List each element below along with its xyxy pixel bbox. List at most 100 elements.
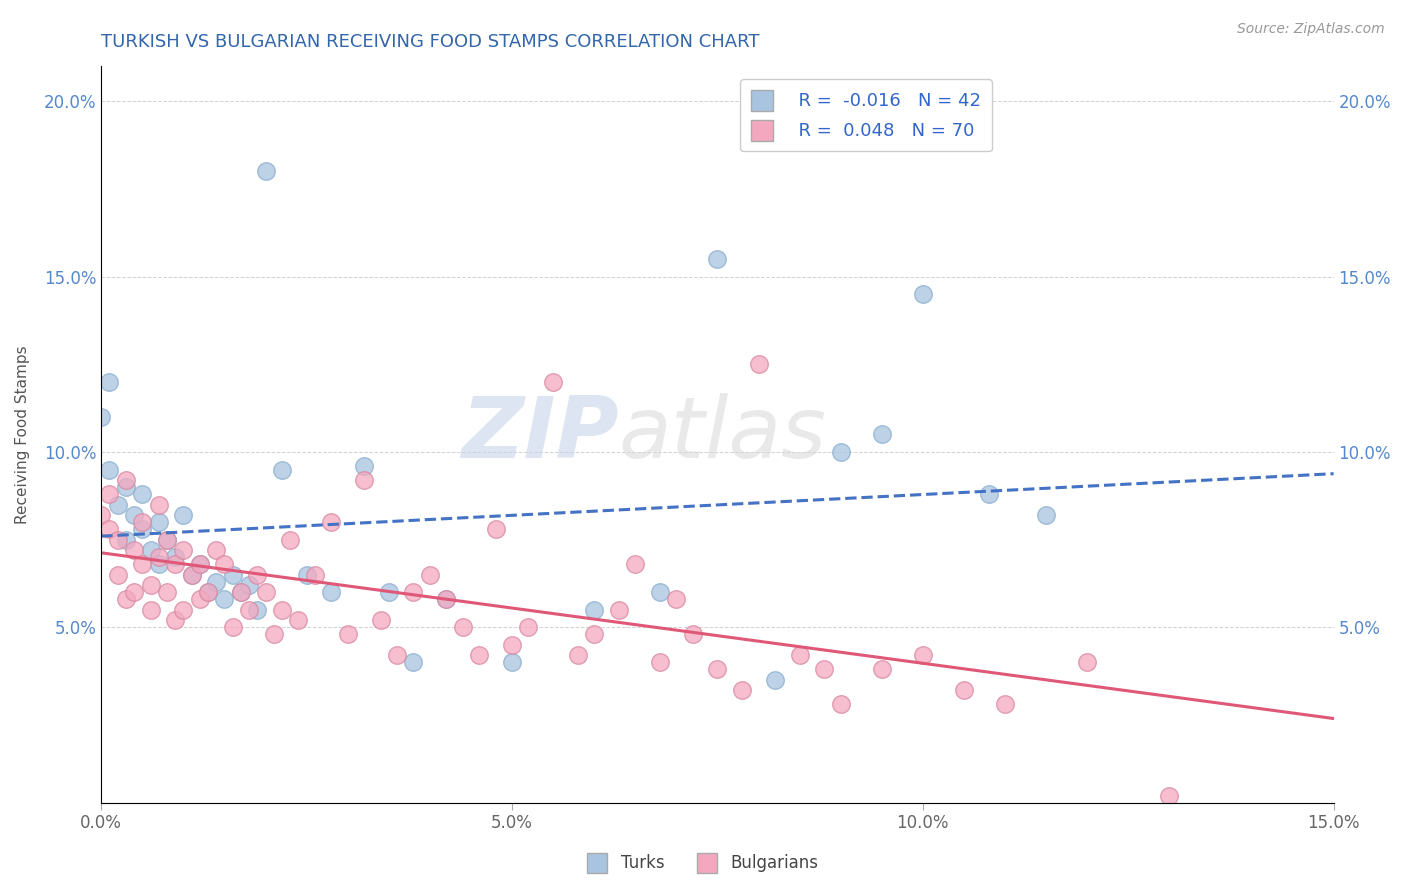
Point [188,592,211,607]
Point [977,487,1000,501]
Point [385,648,408,663]
Point [107,498,129,512]
Point [229,585,252,599]
Point [131,487,153,501]
Point [624,557,647,571]
Point [271,603,294,617]
Point [271,462,294,476]
Point [870,662,893,676]
Point [205,543,228,558]
Text: TURKISH VS BULGARIAN RECEIVING FOOD STAMPS CORRELATION CHART: TURKISH VS BULGARIAN RECEIVING FOOD STAM… [101,33,759,51]
Text: ZIP: ZIP [461,393,619,476]
Point [278,533,301,547]
Point [747,357,769,371]
Point [229,585,252,599]
Point [188,557,211,571]
Point [107,533,129,547]
Point [238,603,260,617]
Point [1076,656,1098,670]
Point [165,557,187,571]
Point [731,683,754,698]
Point [131,522,153,536]
Point [830,698,852,712]
Point [287,613,309,627]
Point [607,603,630,617]
Point [246,603,269,617]
Point [911,287,934,301]
Point [451,620,474,634]
Point [165,550,187,565]
Point [214,592,236,607]
Point [648,656,671,670]
Point [165,613,187,627]
Point [706,662,728,676]
Point [994,698,1017,712]
Point [1159,789,1181,803]
Point [434,592,457,607]
Point [238,578,260,592]
Point [321,585,343,599]
Point [501,638,523,652]
Point [131,557,153,571]
Point [122,508,145,522]
Point [484,522,506,536]
Point [665,592,688,607]
Point [789,648,811,663]
Point [107,567,129,582]
Point [378,585,401,599]
Point [419,567,441,582]
Point [98,375,121,389]
Point [402,656,425,670]
Point [172,508,194,522]
Point [148,550,170,565]
Point [172,543,194,558]
Point [131,515,153,529]
Point [1035,508,1057,522]
Point [567,648,589,663]
Point [295,567,318,582]
Text: atlas: atlas [619,393,827,476]
Point [180,567,202,582]
Point [813,662,835,676]
Legend:   R =  -0.016   N = 42,   R =  0.048   N = 70: R = -0.016 N = 42, R = 0.048 N = 70 [740,79,991,152]
Point [172,603,194,617]
Point [115,533,138,547]
Y-axis label: Receiving Food Stamps: Receiving Food Stamps [15,345,30,524]
Point [90,409,112,424]
Point [148,557,170,571]
Point [830,445,852,459]
Point [98,487,121,501]
Legend: Turks, Bulgarians: Turks, Bulgarians [581,847,825,880]
Point [706,252,728,267]
Point [501,656,523,670]
Point [953,683,976,698]
Point [197,585,219,599]
Point [336,627,359,641]
Point [434,592,457,607]
Point [541,375,564,389]
Point [763,673,786,687]
Point [353,473,375,487]
Point [98,522,121,536]
Point [122,543,145,558]
Point [197,585,219,599]
Point [222,620,245,634]
Point [156,533,179,547]
Text: Source: ZipAtlas.com: Source: ZipAtlas.com [1237,22,1385,37]
Point [180,567,202,582]
Point [115,592,138,607]
Point [214,557,236,571]
Point [115,480,138,494]
Point [156,585,179,599]
Point [205,574,228,589]
Point [139,543,162,558]
Point [254,585,277,599]
Point [370,613,392,627]
Point [148,515,170,529]
Point [517,620,540,634]
Point [90,508,112,522]
Point [682,627,704,641]
Point [222,567,245,582]
Point [254,164,277,178]
Point [583,603,606,617]
